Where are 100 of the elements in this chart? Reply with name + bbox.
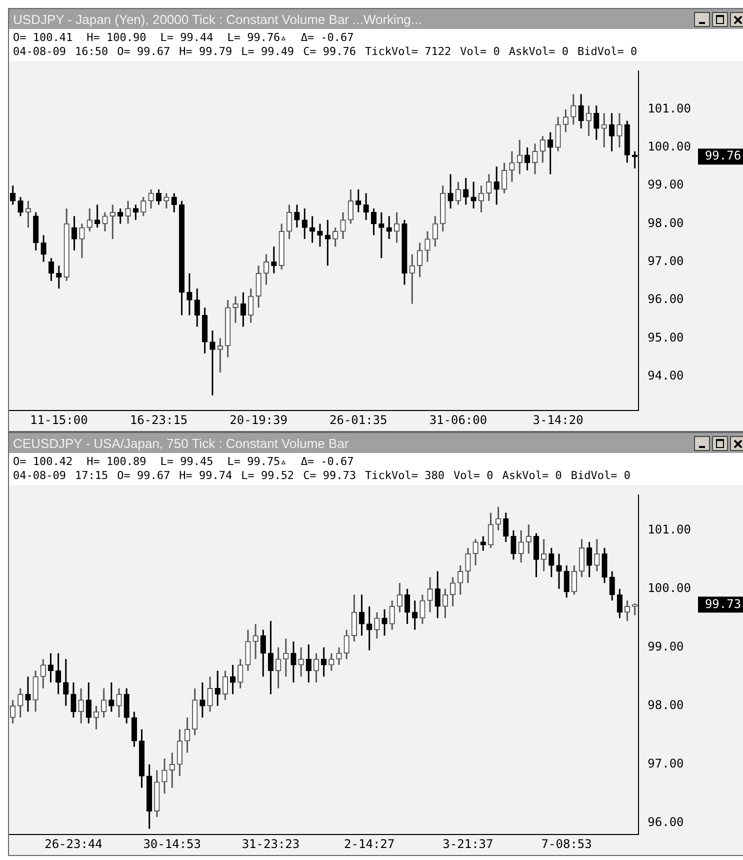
candlestick xyxy=(586,541,592,578)
candlestick xyxy=(176,728,183,777)
candlestick xyxy=(169,752,175,789)
text: C= 99.73 xyxy=(303,469,356,483)
x-tick-label: 26-23:44 xyxy=(44,836,102,851)
text: H= 99.74 xyxy=(179,469,232,483)
candlestick xyxy=(386,215,392,240)
text: C= 99.76 xyxy=(303,45,356,59)
candlestick xyxy=(540,538,547,572)
x-tick-label: 11-15:00 xyxy=(30,412,88,427)
x-tick-label: 7-08:53 xyxy=(541,836,592,851)
candlestick xyxy=(348,188,354,224)
candlestick xyxy=(71,215,78,252)
candlestick xyxy=(324,219,330,266)
candlestick xyxy=(25,200,32,228)
candlestick xyxy=(478,184,484,214)
text: 04-08-09 xyxy=(13,45,66,59)
candlestick xyxy=(533,532,540,578)
text: 17:15 xyxy=(74,469,108,483)
candlestick xyxy=(263,253,270,286)
y-tick-label: 99.00 xyxy=(648,639,684,654)
candlestick xyxy=(298,646,304,678)
text: O= 100.42 xyxy=(13,455,73,469)
candlestick xyxy=(156,188,162,206)
candlestick xyxy=(526,524,532,554)
candlestick xyxy=(409,253,415,305)
candlestick xyxy=(294,204,300,228)
text: O= 100.41 xyxy=(13,31,73,45)
candlestick xyxy=(25,676,31,712)
candlestick xyxy=(302,208,308,240)
candlestick xyxy=(94,204,100,228)
candlestick xyxy=(495,506,502,532)
candlestick xyxy=(432,215,438,248)
candlestick xyxy=(463,177,469,206)
candlestick xyxy=(132,204,139,221)
candlestick xyxy=(340,212,346,240)
candlestick xyxy=(306,644,312,684)
candlestick xyxy=(608,112,615,152)
x-tick-label: 3-21:37 xyxy=(442,836,494,851)
candlestick xyxy=(450,576,456,608)
candlestick xyxy=(313,652,320,684)
candlestick xyxy=(624,600,630,622)
candlestick xyxy=(578,538,585,578)
candlestick xyxy=(336,646,342,666)
candlestick xyxy=(200,682,206,718)
candlestick xyxy=(332,226,338,248)
candlestick xyxy=(516,139,522,175)
candlestick xyxy=(363,192,369,221)
candlestick xyxy=(556,552,562,590)
candlestick xyxy=(328,652,334,672)
candlestick xyxy=(86,208,92,232)
candlestick xyxy=(394,212,400,244)
text: H= 99.79 xyxy=(179,45,232,59)
candlestick xyxy=(382,608,388,636)
candlestick xyxy=(532,142,538,175)
candlestick xyxy=(455,181,462,206)
candlestick xyxy=(486,173,492,202)
candlestick xyxy=(248,288,254,324)
candlestick xyxy=(416,242,423,278)
text: BidVol= 0 xyxy=(578,45,638,59)
candlestick xyxy=(131,710,137,748)
candlestick xyxy=(509,150,515,183)
x-tick-label: 30-14:53 xyxy=(143,836,201,851)
candlestick xyxy=(510,530,516,560)
candlestick xyxy=(286,204,292,240)
text: Vol= 0 xyxy=(460,45,500,59)
candlestick xyxy=(370,208,377,236)
text: L= 99.44 xyxy=(160,31,214,45)
candlestick xyxy=(40,658,46,690)
candlestick xyxy=(434,570,440,619)
text: O= 99.67 xyxy=(117,469,170,483)
candlestick xyxy=(470,181,476,210)
candlestick xyxy=(571,564,577,596)
chart-title: USDJPY - Japan (Yen), 20000 Tick : Constant Volume Bar ...Working... xyxy=(13,12,422,26)
candlestick xyxy=(586,104,592,137)
x-tick-label: 2-14:27 xyxy=(344,836,395,851)
candlestick xyxy=(358,594,365,636)
candlestick xyxy=(108,682,114,712)
candlestick xyxy=(548,547,554,578)
candlestick xyxy=(32,670,38,712)
candlestick xyxy=(63,658,69,707)
text: L= 99.45 xyxy=(160,455,214,469)
candlestick xyxy=(351,594,357,642)
candlestick xyxy=(148,188,154,210)
candlestick xyxy=(518,530,524,564)
text: L= 99.49 xyxy=(241,45,294,59)
candlestick xyxy=(56,264,62,290)
candlestick xyxy=(118,208,124,224)
candlestick xyxy=(222,670,228,701)
candlestick xyxy=(252,623,258,660)
y-tick-label: 99.00 xyxy=(648,178,684,192)
candlestick xyxy=(162,758,168,794)
candlestick xyxy=(578,93,584,130)
candlestick xyxy=(232,295,238,324)
candlestick xyxy=(412,600,418,631)
candlestick xyxy=(309,215,316,244)
text: 04-08-09 xyxy=(13,469,66,483)
candlestick xyxy=(465,547,471,584)
y-tick-label: 101.00 xyxy=(648,101,692,116)
x-tick-label: 20-19:39 xyxy=(230,412,288,427)
